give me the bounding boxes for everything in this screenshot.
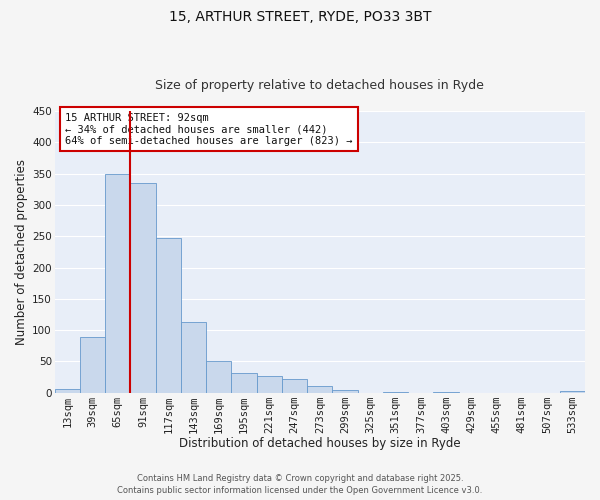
- Text: Contains HM Land Registry data © Crown copyright and database right 2025.
Contai: Contains HM Land Registry data © Crown c…: [118, 474, 482, 495]
- Bar: [257, 376, 282, 392]
- Bar: [105, 174, 130, 392]
- Bar: [282, 380, 307, 392]
- Bar: [206, 362, 232, 392]
- Bar: [80, 337, 105, 392]
- Bar: [55, 389, 80, 392]
- Text: 15, ARTHUR STREET, RYDE, PO33 3BT: 15, ARTHUR STREET, RYDE, PO33 3BT: [169, 10, 431, 24]
- X-axis label: Distribution of detached houses by size in Ryde: Distribution of detached houses by size …: [179, 437, 461, 450]
- Text: 15 ARTHUR STREET: 92sqm
← 34% of detached houses are smaller (442)
64% of semi-d: 15 ARTHUR STREET: 92sqm ← 34% of detache…: [65, 112, 353, 146]
- Title: Size of property relative to detached houses in Ryde: Size of property relative to detached ho…: [155, 79, 484, 92]
- Bar: [307, 386, 332, 392]
- Y-axis label: Number of detached properties: Number of detached properties: [15, 159, 28, 345]
- Bar: [332, 390, 358, 392]
- Bar: [181, 322, 206, 392]
- Bar: [130, 183, 156, 392]
- Bar: [156, 238, 181, 392]
- Bar: [232, 373, 257, 392]
